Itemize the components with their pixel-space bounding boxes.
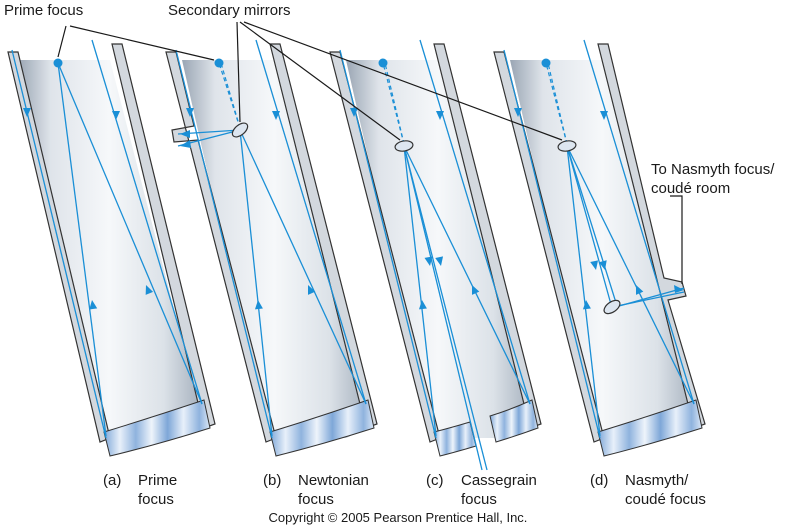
caption-a: (a) Prime focus — [103, 471, 177, 509]
nasmyth-destination-label-line1: To Nasmyth focus/ — [651, 161, 775, 178]
caption-d: (d) Nasmyth/ coudé focus — [590, 471, 706, 509]
caption-a-line1: Prime — [138, 472, 178, 489]
caption-d-line2: coudé focus — [625, 491, 706, 508]
leader-nasmyth — [670, 195, 683, 284]
tube-b-interior — [182, 60, 366, 438]
tube-a-right-wall — [111, 43, 216, 429]
caption-c-tag: (c) — [426, 472, 444, 489]
caption-c: (c) Cassegrain focus — [426, 471, 537, 509]
caption-c-line1: Cassegrain — [461, 472, 537, 489]
telescope-c-cassegrain — [329, 39, 542, 471]
leader-prime-focus-b — [69, 25, 215, 61]
caption-d-line1: Nasmyth/ — [625, 472, 689, 489]
caption-a-line2: focus — [138, 491, 174, 508]
secondary-mirrors-label: Secondary mirrors — [168, 2, 291, 19]
tube-c-interior — [346, 60, 530, 438]
telescope-d-nasmyth — [493, 39, 706, 457]
primary-mirror-c-right — [489, 399, 539, 443]
virtual-focus-b — [214, 58, 224, 68]
tube-d-interior — [510, 60, 694, 438]
secondary-mirror-b — [231, 122, 249, 138]
virtual-focus-d — [541, 58, 551, 68]
leader-lines — [57, 21, 683, 284]
leader-prime-focus-a — [57, 25, 67, 58]
primary-mirror-d — [597, 399, 703, 457]
caption-b-line1: Newtonian — [298, 472, 369, 489]
prime-focus-point — [53, 58, 63, 68]
secondary-mirror-d — [557, 140, 577, 152]
tube-a-interior — [18, 60, 200, 438]
telescope-a-prime — [7, 39, 216, 457]
primary-mirror-b — [269, 399, 375, 457]
caption-b-tag: (b) — [263, 472, 282, 489]
caption-b-line2: focus — [298, 491, 334, 508]
leader-secondary-c — [239, 21, 401, 141]
tertiary-mirror-d — [603, 299, 621, 315]
secondary-mirror-c — [394, 140, 414, 152]
leader-secondary-b — [236, 21, 241, 123]
leader-secondary-d — [243, 21, 563, 141]
prime-focus-label: Prime focus — [4, 2, 84, 19]
caption-a-tag: (a) — [103, 472, 122, 489]
caption-c-line2: focus — [461, 491, 497, 508]
caption-d-tag: (d) — [590, 472, 609, 489]
nasmyth-destination-label-line2: coudé room — [651, 180, 731, 197]
caption-b: (b) Newtonian focus — [263, 471, 369, 509]
copyright-notice: Copyright © 2005 Pearson Prentice Hall, … — [268, 510, 528, 525]
virtual-focus-c — [378, 58, 388, 68]
telescope-b-newtonian — [165, 39, 378, 457]
primary-mirror-a — [103, 399, 211, 457]
